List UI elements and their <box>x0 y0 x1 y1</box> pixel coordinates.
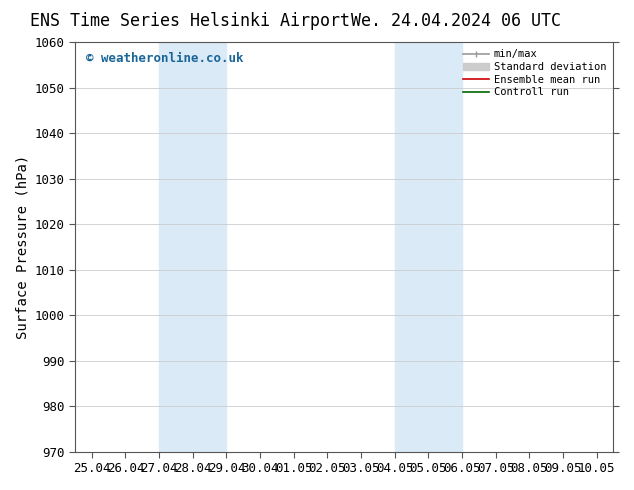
Y-axis label: Surface Pressure (hPa): Surface Pressure (hPa) <box>15 155 29 339</box>
Text: We. 24.04.2024 06 UTC: We. 24.04.2024 06 UTC <box>351 12 562 30</box>
Text: © weatheronline.co.uk: © weatheronline.co.uk <box>86 52 243 65</box>
Text: ENS Time Series Helsinki Airport: ENS Time Series Helsinki Airport <box>30 12 350 30</box>
Bar <box>159 42 226 452</box>
Legend: min/max, Standard deviation, Ensemble mean run, Controll run: min/max, Standard deviation, Ensemble me… <box>462 47 608 99</box>
Bar <box>395 42 462 452</box>
